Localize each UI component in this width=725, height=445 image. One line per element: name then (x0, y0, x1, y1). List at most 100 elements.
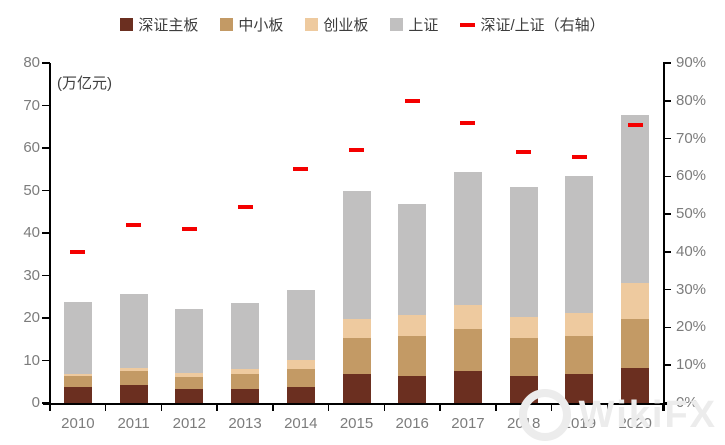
x-axis-tick (550, 403, 553, 411)
bar-segment-中小板 (453, 328, 482, 372)
y-axis-right-line (663, 63, 665, 411)
bar-segment-中小板 (119, 371, 148, 386)
x-axis-label: 2013 (228, 415, 262, 432)
y-axis-left-tick (42, 147, 50, 149)
bar-segment-上证 (342, 191, 371, 320)
y-axis-left-tick (42, 232, 50, 234)
y-axis-right-tick (663, 137, 671, 140)
x-axis-tick (272, 403, 274, 411)
x-axis-tick (606, 403, 609, 411)
x-axis-tick (662, 403, 664, 411)
bar-segment-深证主板 (119, 385, 148, 403)
x-axis-tick (49, 403, 51, 411)
y-axis-right-tick (663, 100, 671, 102)
y-axis-left-tick (42, 359, 50, 362)
ratio-dash-marker (516, 149, 532, 154)
legend-label: 深证主板 (138, 17, 199, 34)
bar-segment-中小板 (231, 373, 260, 390)
y-axis-left-label: 60 (23, 139, 40, 156)
x-axis-label: 2020 (618, 415, 652, 432)
bar-segment-上证 (119, 294, 148, 368)
legend-item: 创业板 (305, 14, 368, 35)
bar-segment-创业板 (398, 315, 427, 336)
y-axis-right-label: 90% (676, 54, 707, 71)
x-axis-label: 2011 (117, 415, 150, 432)
y-axis-right-tick (663, 175, 671, 178)
bar-segment-中小板 (63, 375, 92, 387)
y-axis-right-label: 60% (676, 167, 707, 185)
y-axis-left-tick (42, 189, 50, 192)
legend-item: 上证 (390, 14, 438, 35)
x-axis-tick (383, 403, 386, 411)
y-axis-left-tick (42, 402, 50, 404)
legend-label: 上证 (408, 17, 439, 34)
x-axis-tick (216, 403, 218, 411)
y-axis-left-label: 0 (31, 394, 40, 411)
y-axis-right-tick (663, 213, 671, 215)
y-axis-left-label: 80 (23, 54, 40, 71)
bar-segment-深证主板 (342, 373, 371, 403)
legend-item: 中小板 (220, 14, 283, 35)
bar-segment-中小板 (286, 369, 315, 387)
left-axis-unit-label: (万亿元) (57, 75, 112, 92)
y-axis-left-label: 70 (23, 96, 40, 114)
bar-segment-中小板 (621, 318, 650, 368)
legend-label: 创业板 (323, 17, 369, 34)
ratio-dash-marker (460, 121, 476, 126)
legend-item: 深证主板 (120, 14, 198, 35)
y-axis-right-label: 80% (676, 91, 707, 109)
bar-segment-上证 (621, 114, 650, 284)
ratio-dash-marker (627, 123, 643, 128)
y-axis-right-tick (663, 251, 671, 253)
ratio-dash-marker (349, 147, 364, 152)
y-axis-left-label: 40 (23, 224, 40, 241)
legend: 深证主板 中小板 创业板 上证 深证/上证（右轴） (0, 14, 725, 35)
ratio-dash-marker (126, 223, 142, 228)
y-axis-right-label: 70% (676, 129, 707, 147)
bar-segment-创业板 (565, 313, 594, 337)
ratio-dash-marker (404, 98, 420, 103)
bar-segment-上证 (286, 290, 315, 360)
x-axis-label: 2010 (61, 415, 95, 432)
y-axis-left-tick (42, 104, 50, 107)
y-axis-left-tick (42, 274, 50, 277)
y-axis-right-label: 20% (676, 318, 707, 336)
y-axis-right-tick (663, 364, 671, 366)
x-axis-label: 2019 (562, 415, 597, 432)
y-axis-left-label: 20 (23, 309, 40, 326)
x-axis-tick (104, 403, 107, 411)
y-axis-right-label: 10% (676, 356, 707, 374)
legend-swatch-square (305, 18, 319, 31)
bar-segment-中小板 (342, 337, 371, 374)
y-axis-right-tick (663, 62, 671, 64)
y-axis-left-tick (42, 317, 50, 319)
bar-segment-上证 (453, 172, 482, 306)
bar-segment-深证主板 (453, 371, 482, 403)
bar-segment-上证 (565, 175, 594, 314)
legend-label: 深证/上证（右轴） (480, 17, 605, 34)
bar-segment-创业板 (286, 359, 315, 370)
y-axis-left-tick (42, 62, 50, 64)
x-axis-label: 2018 (506, 415, 541, 432)
ratio-dash-marker (237, 204, 253, 209)
bar-segment-创业板 (63, 373, 92, 376)
legend-swatch-square (120, 18, 134, 31)
legend-swatch-dash (460, 22, 476, 27)
y-axis-right-label: 40% (676, 242, 707, 260)
x-axis-tick (160, 403, 163, 411)
bar-segment-创业板 (621, 283, 650, 319)
y-axis-right-tick (663, 402, 671, 404)
bar-segment-上证 (231, 303, 260, 370)
y-axis-left-label: 30 (23, 266, 40, 284)
bar-segment-创业板 (175, 372, 204, 378)
bar-segment-上证 (398, 204, 427, 316)
legend-label: 中小板 (238, 17, 284, 34)
y-axis-right-tick (663, 288, 671, 291)
x-axis-tick (327, 403, 330, 411)
y-axis-right-label: 0% (676, 394, 698, 411)
y-axis-left-label: 50 (23, 181, 40, 199)
x-axis-label: 2015 (339, 415, 374, 432)
bar-segment-上证 (509, 186, 538, 318)
